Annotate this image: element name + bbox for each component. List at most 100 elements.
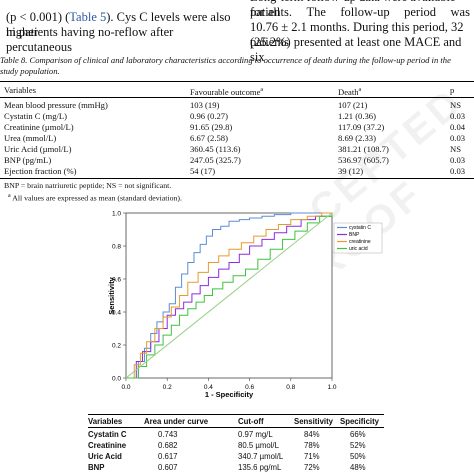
right-word-4: period bbox=[404, 5, 437, 19]
table8-top-rule bbox=[0, 81, 474, 82]
right-word-2: The bbox=[306, 5, 326, 19]
body-text-right-line3: (25.2%) presented at least one MACE and … bbox=[250, 35, 462, 64]
t9-header-auc: Area under curve bbox=[144, 417, 209, 426]
x-axis-label: 1 - Specificity bbox=[205, 390, 254, 399]
y-tick-label: 0.4 bbox=[112, 309, 121, 316]
table-row: Cystatin C (mg/L) 0.96 (0.27) 1.21 (0.36… bbox=[4, 111, 474, 122]
t8-header-variables: Variables bbox=[4, 85, 36, 95]
legend-label: uric acid bbox=[349, 246, 368, 252]
footnote-sup: a bbox=[8, 193, 11, 199]
cell: 71% bbox=[304, 452, 320, 461]
table5-link[interactable]: Table 5 bbox=[69, 10, 107, 24]
table-row: BNP 0.607 135.6 pg/mL 72% 48% bbox=[88, 463, 384, 474]
table-row: Cystatin C 0.743 0.97 mg/L 84% 66% bbox=[88, 430, 384, 441]
t8-header-favourable: Favourable outcomea bbox=[190, 85, 263, 97]
table8-header-row: Variables Favourable outcomea Deatha p bbox=[4, 85, 474, 97]
y-tick-label: 0.2 bbox=[112, 342, 121, 349]
cell: Cystatin C (mg/L) bbox=[4, 111, 68, 121]
right-word-5: was bbox=[450, 5, 470, 19]
cell: 91.65 (29.8) bbox=[190, 122, 233, 132]
cell: Creatinine (µmol/L) bbox=[4, 122, 74, 132]
x-tick-label: 0.8 bbox=[286, 384, 295, 391]
cell: 84% bbox=[304, 430, 320, 439]
table9-header-rule bbox=[88, 427, 384, 428]
left-line1-post: ). Cys C levels were also higher bbox=[6, 10, 231, 39]
x-tick-label: 0.2 bbox=[163, 384, 172, 391]
table8-bottom-rule bbox=[0, 178, 474, 179]
body-text-left-line2: in patients having no-reflow after percu… bbox=[6, 25, 174, 54]
series-line-cystatin-c bbox=[126, 212, 332, 379]
right-word-1: patients. bbox=[250, 5, 293, 19]
cell: 0.743 bbox=[158, 430, 178, 439]
t8-header-favourable-text: Favourable outcome bbox=[190, 86, 261, 97]
series-group bbox=[125, 212, 333, 379]
y-tick-label: 0.6 bbox=[112, 276, 121, 283]
cell: Urea (mmol/L) bbox=[4, 133, 57, 143]
table8-header-rule bbox=[0, 97, 474, 98]
y-tick-label: 1.0 bbox=[112, 210, 121, 217]
table8-caption: Table 8. Comparison of clinical and labo… bbox=[0, 55, 474, 77]
table-row: Creatinine 0.682 80.5 µmol/L 78% 52% bbox=[88, 441, 384, 452]
cell: 381.21 (108.7) bbox=[338, 144, 389, 154]
cell: NS bbox=[450, 100, 461, 110]
table8-footnote-abbrev: BNP = brain natriuretic peptide; NS = no… bbox=[4, 181, 172, 190]
cell: 80.5 µmol/L bbox=[238, 441, 279, 450]
table9-header-row: Variables Area under curve Cut-off Sensi… bbox=[88, 417, 384, 428]
cell: 78% bbox=[304, 441, 320, 450]
table-row: BNP (pg/mL) 247.05 (325.7) 536.97 (605.7… bbox=[4, 155, 474, 166]
cell: 0.96 (0.27) bbox=[190, 111, 228, 121]
body-text-left-line1: (p < 0.001) (Table 5). Cys C levels were… bbox=[6, 10, 236, 40]
cell: 103 (19) bbox=[190, 100, 220, 110]
x-tick-label: 0.4 bbox=[204, 384, 213, 391]
cell: Creatinine bbox=[88, 441, 127, 450]
table9-top-rule bbox=[88, 414, 384, 415]
cell: BNP (pg/mL) bbox=[4, 155, 52, 165]
table-row: Mean blood pressure (mmHg) 103 (19) 107 … bbox=[4, 100, 474, 111]
series-line-uric-acid bbox=[126, 213, 333, 379]
cell: 340.7 µmol/L bbox=[238, 452, 284, 461]
t8-header-death: Deatha bbox=[338, 85, 361, 97]
cell: 247.05 (325.7) bbox=[190, 155, 241, 165]
t9-header-sensitivity: Sensitivity bbox=[294, 417, 333, 426]
cell: 107 (21) bbox=[338, 100, 368, 110]
y-axis-label: Sensitivity bbox=[107, 276, 116, 314]
t9-header-specificity: Specificity bbox=[340, 417, 379, 426]
cell: 360.45 (113.6) bbox=[190, 144, 241, 154]
cell: 0.03 bbox=[450, 111, 466, 121]
cell: 0.03 bbox=[450, 133, 466, 143]
body-text-right-line1: patients. The follow-up period was bbox=[250, 5, 470, 20]
table-row: Ejection fraction (%) 54 (17) 39 (12) 0.… bbox=[4, 166, 474, 177]
cell: 536.97 (605.7) bbox=[338, 155, 389, 165]
y-tick-label: 0.8 bbox=[112, 243, 121, 250]
table-row: Uric Acid (µmol/L) 360.45 (113.6) 381.21… bbox=[4, 144, 474, 155]
table-row: Urea (mmol/L) 6.67 (2.58) 8.69 (2.33) 0.… bbox=[4, 133, 474, 144]
cell: 6.67 (2.58) bbox=[190, 133, 228, 143]
cell: 66% bbox=[350, 430, 366, 439]
cell: 48% bbox=[350, 463, 366, 472]
cell: 0.03 bbox=[450, 155, 466, 165]
table8-footnote-values: a All values are expressed as mean (stan… bbox=[8, 191, 182, 204]
cell: 50% bbox=[350, 452, 366, 461]
caption-line2: study population. bbox=[0, 66, 60, 76]
cell: 0.03 bbox=[450, 166, 466, 176]
cell: 52% bbox=[350, 441, 366, 450]
cell: 117.09 (37.2) bbox=[338, 122, 385, 132]
right-word-3: follow-up bbox=[340, 5, 390, 19]
t8-header-favourable-sup: a bbox=[260, 87, 264, 93]
cell: 72% bbox=[304, 463, 320, 472]
cell: 39 (12) bbox=[338, 166, 364, 176]
footnote-text: All values are expressed as mean (standa… bbox=[12, 193, 182, 203]
reference-line bbox=[125, 212, 333, 379]
t8-header-death-sup: a bbox=[358, 87, 362, 93]
cell: 54 (17) bbox=[190, 166, 216, 176]
body-text-right-line0: Long-term follow-up data were available … bbox=[250, 0, 455, 19]
legend-label: creatinine bbox=[349, 239, 371, 245]
cell: NS bbox=[450, 144, 461, 154]
legend-label: BNP bbox=[349, 232, 360, 238]
cell: 135.6 pg/mL bbox=[238, 463, 282, 472]
series-line-bnp bbox=[126, 213, 333, 379]
t9-header-cutoff: Cut-off bbox=[238, 417, 264, 426]
cell: Uric Acid bbox=[88, 452, 122, 461]
